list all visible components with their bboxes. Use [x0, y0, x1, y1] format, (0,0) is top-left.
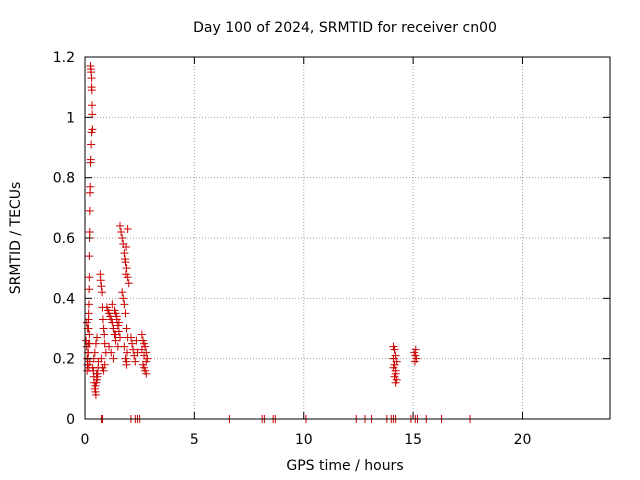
y-axis-label: SRMTID / TECUs: [8, 182, 24, 295]
data-point: [123, 224, 132, 233]
x-tick-label: 10: [295, 432, 313, 448]
y-tick-label: 0.8: [53, 171, 75, 187]
y-tick-label: 1: [66, 110, 75, 126]
data-point: [112, 312, 121, 321]
data-point: [121, 270, 130, 279]
data-point: [88, 110, 97, 119]
data-point: [121, 255, 130, 264]
data-point: [85, 252, 94, 261]
data-point: [93, 372, 102, 381]
data-point: [137, 345, 146, 354]
data-point: [391, 366, 400, 375]
data-point: [90, 348, 99, 357]
data-point: [411, 345, 420, 354]
data-point: [124, 279, 133, 288]
data-point: [91, 390, 100, 399]
data-point: [120, 249, 129, 258]
data-point: [99, 324, 108, 333]
points-layer: [82, 62, 474, 423]
x-tick-label: 0: [81, 432, 90, 448]
data-point: [84, 309, 93, 318]
data-point: [116, 221, 124, 230]
data-point: [85, 330, 94, 339]
data-point: [85, 285, 94, 294]
y-tick-label: 1.2: [53, 50, 75, 66]
data-point: [84, 300, 93, 309]
x-tick-label: 5: [190, 432, 199, 448]
chart-title: Day 100 of 2024, SRMTID for receiver cn0…: [193, 20, 497, 36]
data-point: [391, 378, 400, 387]
data-point: [114, 318, 123, 327]
data-point: [87, 128, 96, 137]
data-point: [96, 276, 105, 285]
data-point: [109, 354, 118, 363]
data-point: [129, 345, 138, 354]
data-point: [120, 342, 129, 351]
data-point: [88, 101, 96, 110]
data-point: [128, 339, 137, 348]
y-tick-label: 0.6: [53, 231, 75, 247]
data-point: [87, 140, 96, 149]
data-point: [99, 366, 108, 375]
data-point: [98, 315, 107, 324]
data-point: [100, 360, 109, 369]
data-point: [142, 357, 151, 366]
y-tick-label: 0.4: [53, 291, 75, 307]
data-point: [109, 324, 118, 333]
data-point: [116, 333, 124, 342]
data-point: [100, 330, 109, 339]
data-point: [91, 381, 100, 390]
data-point: [107, 348, 116, 357]
data-point: [105, 342, 114, 351]
grid-layer: [85, 57, 610, 419]
data-point: [121, 309, 130, 318]
data-point: [117, 227, 126, 236]
data-point: [120, 300, 129, 309]
y-tick-label: 0: [66, 412, 75, 428]
x-tick-label: 20: [514, 432, 532, 448]
data-point: [97, 282, 106, 291]
data-point: [108, 300, 117, 309]
data-point: [97, 354, 106, 363]
data-point: [131, 357, 140, 366]
data-point: [122, 264, 131, 273]
data-point: [85, 206, 94, 215]
data-point: [122, 324, 131, 333]
data-point: [91, 339, 100, 348]
data-point: [111, 330, 120, 339]
data-point: [100, 339, 109, 348]
data-point: [86, 188, 95, 197]
data-point: [85, 273, 94, 282]
data-point: [126, 333, 135, 342]
data-point: [390, 345, 399, 354]
data-point: [84, 324, 93, 333]
ticks-layer: 0 0.2 0.4 0.6 0.8 1 1.2 0 5 10 15 20: [53, 50, 610, 448]
data-point: [86, 158, 95, 167]
data-point: [410, 357, 419, 366]
data-point: [389, 354, 398, 363]
data-point: [110, 306, 119, 315]
data-point: [93, 333, 102, 342]
x-axis-label: GPS time / hours: [286, 458, 403, 474]
y-tick-label: 0.2: [53, 352, 75, 368]
data-point: [123, 348, 131, 357]
data-point: [142, 369, 151, 378]
data-point: [84, 339, 93, 348]
data-point: [118, 288, 127, 297]
data-point: [122, 357, 131, 366]
data-point: [98, 288, 107, 297]
data-point: [140, 351, 149, 360]
data-point: [87, 86, 96, 95]
data-point: [390, 360, 399, 369]
x-tick-label: 15: [404, 432, 422, 448]
data-point: [122, 243, 131, 252]
data-point: [118, 234, 127, 242]
data-point: [137, 330, 146, 339]
data-point: [119, 294, 128, 303]
data-point: [87, 74, 96, 83]
data-point: [133, 348, 142, 357]
